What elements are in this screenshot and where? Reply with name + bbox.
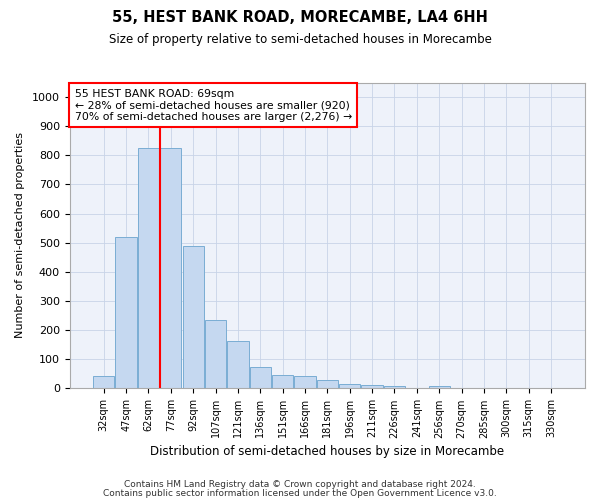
Bar <box>428 386 450 388</box>
Bar <box>205 320 226 388</box>
Y-axis label: Number of semi-detached properties: Number of semi-detached properties <box>15 132 25 338</box>
Bar <box>115 237 137 388</box>
Bar <box>182 246 204 388</box>
Bar <box>93 376 115 388</box>
Bar <box>361 385 383 388</box>
Bar <box>317 380 338 388</box>
Bar <box>160 148 181 388</box>
X-axis label: Distribution of semi-detached houses by size in Morecambe: Distribution of semi-detached houses by … <box>150 444 505 458</box>
Bar <box>227 341 248 388</box>
Bar <box>295 376 316 388</box>
Text: 55, HEST BANK ROAD, MORECAMBE, LA4 6HH: 55, HEST BANK ROAD, MORECAMBE, LA4 6HH <box>112 10 488 25</box>
Text: Contains public sector information licensed under the Open Government Licence v3: Contains public sector information licen… <box>103 488 497 498</box>
Text: Size of property relative to semi-detached houses in Morecambe: Size of property relative to semi-detach… <box>109 32 491 46</box>
Bar <box>339 384 361 388</box>
Bar <box>138 148 159 388</box>
Bar <box>250 367 271 388</box>
Bar <box>384 386 405 388</box>
Text: 55 HEST BANK ROAD: 69sqm
← 28% of semi-detached houses are smaller (920)
70% of : 55 HEST BANK ROAD: 69sqm ← 28% of semi-d… <box>75 88 352 122</box>
Bar <box>272 376 293 388</box>
Text: Contains HM Land Registry data © Crown copyright and database right 2024.: Contains HM Land Registry data © Crown c… <box>124 480 476 489</box>
